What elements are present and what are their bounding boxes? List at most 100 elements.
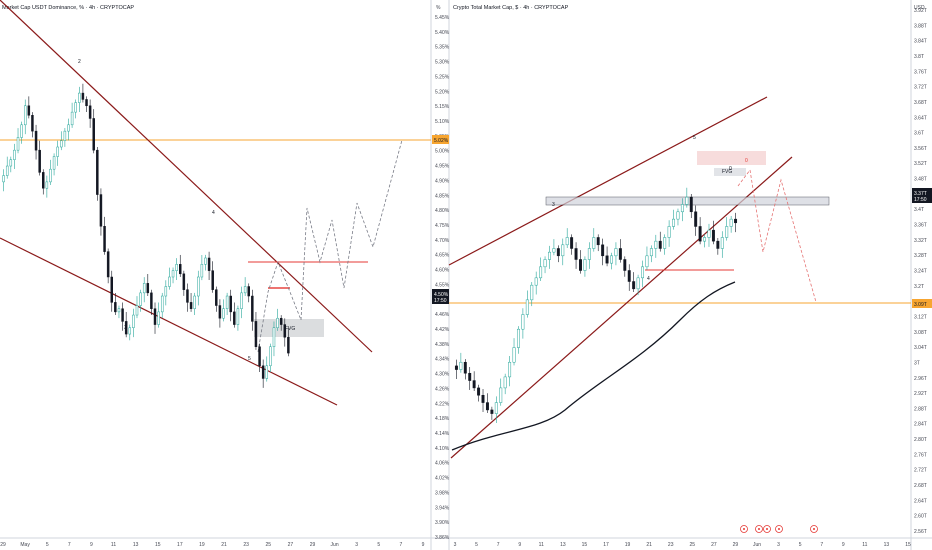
left-candle	[279, 317, 283, 325]
right-y-tick-label: 3.48T	[914, 177, 927, 183]
left-x-tick-label: 15	[155, 542, 161, 548]
right-y-tick-label: 3.28T	[914, 253, 927, 259]
right-y-tick-label: 3.64T	[914, 115, 927, 121]
right-fvg-box	[714, 168, 746, 176]
right-x-tick-label: 11	[862, 542, 867, 548]
right-y-tick-label: 2.92T	[914, 391, 927, 397]
left-fvg-label: FVG	[285, 326, 295, 332]
left-y-tick-label: 4.55%	[435, 282, 450, 288]
left-candle	[132, 314, 135, 328]
left-candle	[52, 156, 56, 170]
left-y-tick-label: 5.15%	[435, 104, 450, 110]
left-candle	[287, 336, 290, 354]
right-candle	[627, 270, 631, 282]
right-zone-label-0b: 0	[729, 166, 732, 172]
left-y-tick-label: 4.90%	[435, 178, 450, 184]
right-candle	[516, 328, 520, 348]
right-candle	[592, 237, 596, 249]
right-x-tick-label: 19	[625, 542, 631, 548]
left-candle	[56, 146, 59, 157]
left-candle	[45, 181, 49, 189]
right-x-tick-label: 15	[582, 542, 588, 548]
right-candle	[570, 237, 574, 249]
right-x-tick-label: 3	[777, 542, 780, 548]
left-lower-trendline	[0, 237, 338, 406]
right-unit-symbol: USD	[914, 5, 925, 11]
left-price-label-orange: 5.02%	[432, 135, 449, 144]
alert-icons[interactable]	[740, 525, 818, 533]
right-candle	[680, 204, 684, 213]
left-price-label-current-text: 4.50%	[434, 292, 449, 298]
right-fvg-label: FVG	[722, 169, 732, 175]
right-x-tick-label: 9	[842, 542, 845, 548]
right-candle	[459, 361, 463, 370]
left-y-tick-label: 4.42%	[435, 327, 450, 333]
right-candle	[685, 196, 689, 205]
left-candle	[153, 308, 157, 325]
right-y-tick-label: 2.60T	[914, 514, 927, 520]
left-x-tick-label: 19	[199, 542, 205, 548]
right-wave-label-5: 5	[693, 135, 696, 141]
right-candle	[503, 376, 507, 389]
right-candles	[454, 187, 738, 423]
right-x-tick-label: 29	[733, 542, 739, 548]
right-x-tick-label: 11	[539, 542, 544, 548]
left-candle	[204, 257, 207, 265]
left-unit-symbol: %	[436, 5, 441, 11]
right-candle	[499, 387, 503, 403]
right-candle	[614, 248, 618, 257]
left-candle	[150, 292, 153, 309]
gear-icon[interactable]	[775, 525, 783, 533]
right-y-tick-label: 3.32T	[914, 238, 927, 244]
left-price-label-current: 4.50% 17:50	[432, 289, 449, 304]
gear-icon[interactable]	[755, 525, 763, 533]
right-y-tick-label: 3.2T	[914, 284, 924, 290]
left-candle	[276, 317, 279, 328]
right-x-tick-label: 13	[560, 542, 566, 548]
left-candle	[117, 308, 121, 313]
right-candle	[663, 237, 667, 249]
right-wave-label-4: 4	[647, 276, 650, 282]
right-y-tick-label: 2.68T	[914, 483, 927, 489]
left-candle	[67, 124, 70, 132]
left-candle	[211, 270, 214, 290]
left-candle	[207, 257, 211, 271]
left-candle	[78, 92, 81, 103]
left-candle	[99, 194, 103, 227]
right-wave-label-3: 3	[552, 202, 555, 208]
gear-icon[interactable]	[810, 525, 818, 533]
left-candle	[269, 346, 272, 367]
right-candle	[672, 218, 676, 227]
left-chart-title: Market Cap USDT Dominance, % · 4h · CRYP…	[2, 5, 134, 11]
left-candle	[13, 149, 16, 160]
left-candle	[106, 251, 110, 278]
right-candle	[605, 255, 609, 264]
gear-icon[interactable]	[740, 525, 748, 533]
right-y-tick-label: 3.76T	[914, 69, 927, 75]
gear-icon[interactable]	[763, 525, 771, 533]
left-y-tick-label: 4.38%	[435, 342, 450, 348]
left-y-tick-label: 4.34%	[435, 357, 450, 363]
left-candle	[171, 270, 175, 278]
left-candle	[146, 283, 150, 294]
left-x-tick-label: 11	[111, 542, 116, 548]
right-y-tick-label: 3.4T	[914, 207, 924, 213]
left-x-tick-label: 3	[355, 542, 358, 548]
left-y-tick-label: 4.06%	[435, 461, 450, 467]
right-y-tick-label: 2.56T	[914, 529, 927, 535]
left-y-tick-label: 4.18%	[435, 416, 450, 422]
right-moving-average	[451, 281, 736, 451]
right-candle	[707, 229, 711, 238]
right-candle	[543, 259, 547, 268]
left-candle	[114, 302, 117, 313]
left-candle	[186, 289, 189, 303]
left-x-tick-label: 23	[243, 542, 249, 548]
left-candle	[9, 159, 13, 167]
right-y-tick-label: 2.76T	[914, 452, 927, 458]
left-candle	[222, 308, 225, 319]
left-y-tick-label: 5.30%	[435, 60, 450, 66]
left-y-tick-label: 4.14%	[435, 431, 450, 437]
right-candle	[703, 237, 707, 242]
left-candle	[121, 308, 124, 322]
